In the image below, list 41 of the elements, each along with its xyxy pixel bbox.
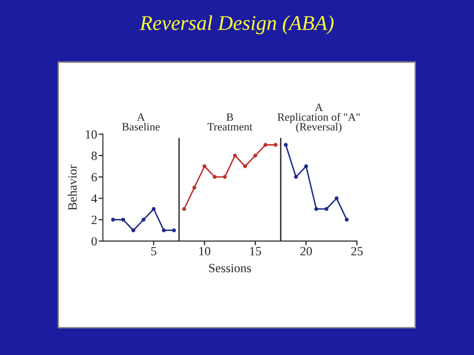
point [131,228,136,232]
x-tick-label: 10 [199,246,210,256]
point [172,228,176,232]
point [111,218,115,222]
x-tick-label: 20 [300,246,312,256]
point [284,142,288,147]
point [314,207,318,211]
point [142,218,146,222]
x-tick-label: 25 [351,246,363,256]
point [334,196,339,200]
y-tick-label: 4 [91,194,98,203]
point [264,142,268,147]
point [192,186,196,190]
y-axis-title: Behavior [68,164,77,210]
point [253,154,258,158]
point [121,218,126,222]
y-tick-label: 6 [92,172,97,182]
text: B Treatment [207,113,252,131]
x-axis-title: Sessions [209,264,251,272]
x-tick-label: 5 [151,247,156,256]
point [243,164,248,168]
point [182,207,186,211]
point [344,218,349,222]
text: A Baseline [122,113,160,131]
y-tick-label: 2 [92,216,97,224]
text: A Replication of "A" (Reversal) [278,104,360,133]
point [304,164,308,168]
point [202,164,206,168]
chart-title: Reversal Design (ABA) [140,15,334,34]
y-tick-label: 0 [92,237,97,246]
point [152,207,156,211]
point [324,207,328,211]
point [294,174,298,179]
x-tick-label: 15 [250,247,262,256]
point [212,174,217,179]
y-tick-label: 10 [86,130,97,139]
point [274,142,278,147]
point [233,154,237,158]
point [162,228,166,232]
point [222,174,227,179]
y-tick-label: 8 [92,152,97,160]
